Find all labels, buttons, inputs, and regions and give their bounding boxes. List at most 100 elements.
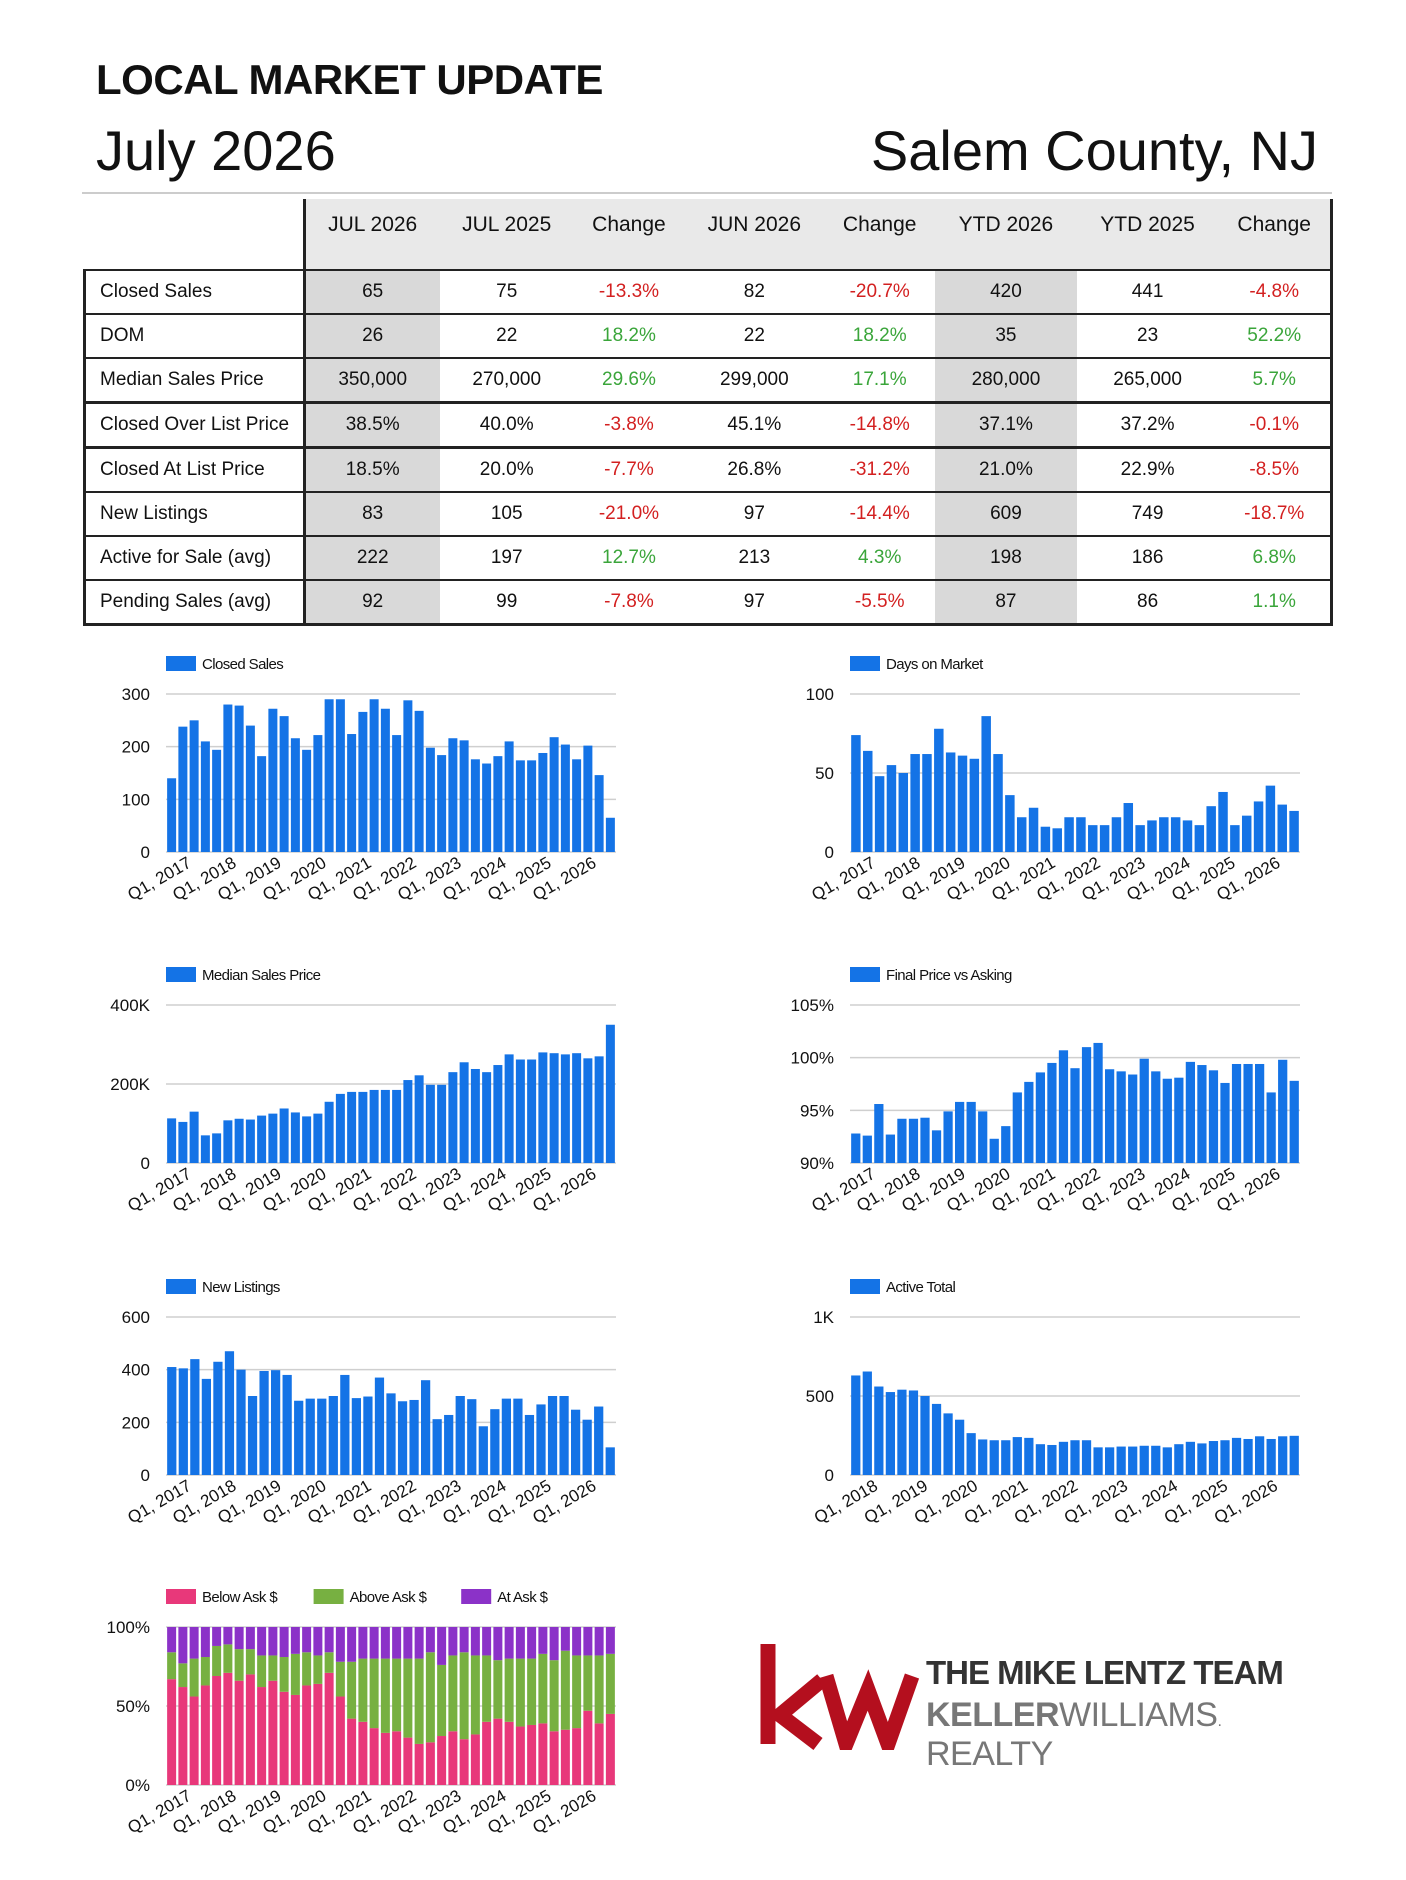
legend-label: Below Ask $: [202, 1589, 278, 1606]
bar: [1289, 810, 1299, 852]
value-cell: 23: [1076, 313, 1219, 358]
bar: [572, 759, 582, 852]
legend-label: Above Ask $: [350, 1589, 428, 1606]
bar: [189, 1111, 199, 1163]
bar: [482, 1721, 492, 1785]
bar: [213, 1361, 223, 1475]
change-cell: -13.3%: [573, 269, 685, 314]
value-cell: 105: [439, 491, 574, 536]
legend-swatch: [166, 1589, 196, 1604]
value-cell: 222: [304, 535, 440, 580]
bar: [470, 1734, 480, 1785]
bar: [527, 760, 537, 852]
bar: [200, 1657, 210, 1686]
bar: [978, 1111, 988, 1163]
bar: [1093, 1447, 1103, 1475]
bar: [1159, 817, 1169, 852]
bar: [1024, 1081, 1034, 1163]
bar: [335, 1627, 345, 1662]
bar: [290, 1112, 300, 1163]
bar: [201, 1378, 211, 1475]
bar: [257, 756, 267, 852]
change-cell: -4.8%: [1218, 269, 1334, 314]
bar: [1012, 1092, 1022, 1163]
bar: [955, 1419, 965, 1475]
team-name: THE MIKE LENTZ TEAM: [926, 1654, 1284, 1691]
legend-label: Closed Sales: [202, 656, 283, 673]
bar: [1208, 1070, 1219, 1163]
bar: [908, 1118, 919, 1163]
bar: [572, 1627, 582, 1656]
bar: [392, 1731, 402, 1785]
bar: [1035, 1444, 1045, 1475]
value-cell: 213: [684, 535, 825, 580]
bar: [369, 1089, 379, 1163]
bar: [482, 763, 492, 852]
bar: [363, 1396, 373, 1475]
bar: [1231, 1063, 1242, 1163]
bar: [560, 744, 570, 852]
bar: [279, 1691, 289, 1785]
bar: [515, 1658, 525, 1727]
ask-breakdown-svg: Below Ask $ Above Ask $ At Ask $0%50%100%Q…: [107, 1589, 616, 1837]
bar: [1266, 1092, 1276, 1163]
bar: [549, 1627, 559, 1661]
bar: [268, 708, 278, 852]
change-cell: -14.4%: [824, 491, 936, 536]
bar: [369, 1627, 379, 1659]
bar: [189, 1627, 199, 1659]
bar: [189, 720, 199, 852]
bar: [448, 738, 458, 852]
bar: [234, 1680, 244, 1785]
bar: [414, 1075, 424, 1163]
bar: [572, 1655, 582, 1729]
bar: [1206, 806, 1216, 852]
new-listings-chart: New Listings 0 200 400 600 Q1, 2017 Q1, 2018 Q1…: [96, 1275, 626, 1565]
bar: [271, 1370, 281, 1475]
bar: [223, 1644, 233, 1673]
value-cell: 37.1%: [935, 401, 1077, 448]
bar: [1194, 825, 1205, 852]
bar: [547, 1396, 558, 1475]
bar: [605, 1447, 615, 1475]
bar: [437, 1627, 447, 1665]
bar: [966, 1101, 976, 1163]
bar: [302, 1116, 312, 1163]
bar: [200, 1627, 210, 1658]
bar: [527, 1724, 537, 1785]
legend-swatch: [166, 656, 196, 671]
bar: [259, 1370, 269, 1475]
bar: [212, 749, 222, 852]
bar: [527, 1658, 537, 1725]
bar: [245, 1627, 255, 1650]
bar: [200, 1685, 210, 1785]
bar: [167, 778, 177, 852]
bar: [594, 775, 604, 852]
bar: [1001, 1440, 1011, 1475]
y-tick-label: 0%: [125, 1776, 150, 1795]
bar: [1088, 825, 1098, 852]
bar: [605, 1024, 615, 1163]
bar: [328, 1396, 338, 1475]
bar: [1265, 785, 1276, 852]
change-cell: -14.8%: [824, 401, 936, 448]
bar: [268, 1113, 278, 1163]
bar: [358, 1721, 368, 1785]
brand-tail: REALTY: [926, 1735, 1053, 1773]
bar: [863, 750, 873, 852]
bar: [1081, 1440, 1092, 1475]
bar: [583, 745, 593, 852]
legend-swatch: [166, 1279, 196, 1294]
bar: [560, 1729, 570, 1785]
bar: [257, 1687, 267, 1785]
bar: [1139, 1445, 1149, 1475]
bar: [572, 1728, 582, 1785]
bar: [549, 1731, 559, 1785]
brand-rest: WILLIAMS: [1059, 1696, 1218, 1734]
bar: [1266, 1438, 1276, 1475]
table-row: Pending Sales (avg) 92 99 -7.8% 97 -5.5% 87 86 1…: [83, 579, 1334, 626]
bar: [212, 1645, 222, 1676]
col-header: Change: [824, 199, 936, 251]
bar: [886, 765, 897, 852]
